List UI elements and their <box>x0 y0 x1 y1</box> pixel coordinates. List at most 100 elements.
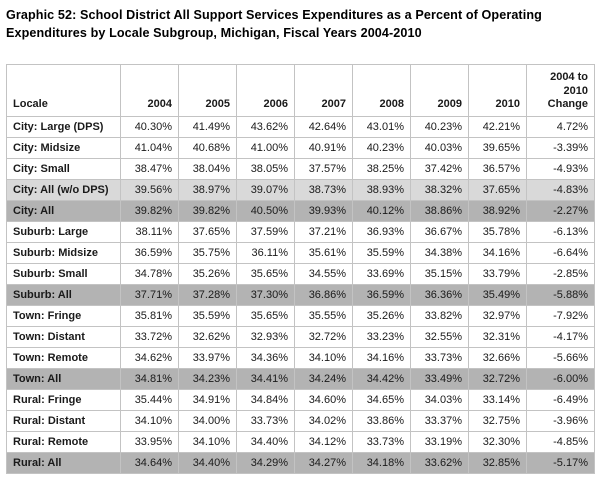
value-cell: 34.60% <box>294 389 353 411</box>
value-cell: 33.62% <box>410 452 469 474</box>
column-header-2006: 2006 <box>236 63 295 118</box>
value-cell: -4.83% <box>526 179 595 201</box>
table-row: Rural: Distant 34.10% 34.00% 33.73% 34.02% 33… <box>6 410 595 432</box>
value-cell: 33.73% <box>352 431 411 453</box>
locale-cell: Rural: All <box>6 452 121 474</box>
value-cell: 36.59% <box>352 284 411 306</box>
value-cell: 36.59% <box>120 242 179 264</box>
value-cell: 32.62% <box>178 326 237 348</box>
table-row: Town: All 34.81% 34.23% 34.41% 34.24% 34.42% 3… <box>6 368 595 390</box>
value-cell: 34.02% <box>294 410 353 432</box>
locale-cell: City: Small <box>6 158 121 180</box>
value-cell: 38.47% <box>120 158 179 180</box>
value-cell: 40.91% <box>294 137 353 159</box>
value-cell: 41.00% <box>236 137 295 159</box>
locale-cell: Town: Fringe <box>6 305 121 327</box>
value-cell: 33.23% <box>352 326 411 348</box>
value-cell: 39.65% <box>468 137 527 159</box>
value-cell: -3.96% <box>526 410 595 432</box>
column-header-2007: 2007 <box>294 63 353 118</box>
locale-cell: Suburb: Midsize <box>6 242 121 264</box>
value-cell: 37.30% <box>236 284 295 306</box>
value-cell: 36.36% <box>410 284 469 306</box>
locale-cell: City: All <box>6 200 121 222</box>
value-cell: 37.65% <box>178 221 237 243</box>
value-cell: 32.97% <box>468 305 527 327</box>
locale-cell: Suburb: Large <box>6 221 121 243</box>
value-cell: 37.71% <box>120 284 179 306</box>
value-cell: 38.97% <box>178 179 237 201</box>
value-cell: 34.10% <box>120 410 179 432</box>
value-cell: 35.59% <box>178 305 237 327</box>
value-cell: -2.85% <box>526 263 595 285</box>
value-cell: 32.31% <box>468 326 527 348</box>
table-row: Town: Distant 33.72% 32.62% 32.93% 32.72% 33.… <box>6 326 595 348</box>
value-cell: 34.18% <box>352 452 411 474</box>
value-cell: 39.93% <box>294 200 353 222</box>
value-cell: 40.30% <box>120 116 179 138</box>
value-cell: 37.21% <box>294 221 353 243</box>
expenditure-table: Locale 2004 2005 2006 2007 2008 2009 2010 2004 t… <box>6 63 595 474</box>
value-cell: 34.00% <box>178 410 237 432</box>
column-header-locale: Locale <box>6 63 121 118</box>
value-cell: 40.12% <box>352 200 411 222</box>
value-cell: 42.64% <box>294 116 353 138</box>
value-cell: 41.49% <box>178 116 237 138</box>
value-cell: 35.55% <box>294 305 353 327</box>
value-cell: 40.68% <box>178 137 237 159</box>
value-cell: 34.16% <box>468 242 527 264</box>
value-cell: 34.10% <box>294 347 353 369</box>
value-cell: 34.91% <box>178 389 237 411</box>
column-header-2004-to-2010-change: 2004 to 2010 Change <box>526 63 595 118</box>
locale-cell: Suburb: Small <box>6 263 121 285</box>
value-cell: 34.38% <box>410 242 469 264</box>
table-row: Rural: Remote 33.95% 34.10% 34.40% 34.12% 33.… <box>6 431 595 453</box>
table-row: Rural: Fringe 35.44% 34.91% 34.84% 34.60% 34.… <box>6 389 595 411</box>
value-cell: 32.72% <box>468 368 527 390</box>
value-cell: 35.44% <box>120 389 179 411</box>
locale-cell: Town: Distant <box>6 326 121 348</box>
value-cell: 35.75% <box>178 242 237 264</box>
value-cell: 35.59% <box>352 242 411 264</box>
value-cell: 35.15% <box>410 263 469 285</box>
value-cell: -5.17% <box>526 452 595 474</box>
value-cell: 37.57% <box>294 158 353 180</box>
value-cell: 36.86% <box>294 284 353 306</box>
value-cell: 37.59% <box>236 221 295 243</box>
value-cell: 39.56% <box>120 179 179 201</box>
table-row: City: All (w/o DPS) 39.56% 38.97% 39.07% 38.… <box>6 179 595 201</box>
value-cell: 32.93% <box>236 326 295 348</box>
value-cell: 37.42% <box>410 158 469 180</box>
value-cell: 34.84% <box>236 389 295 411</box>
value-cell: 38.93% <box>352 179 411 201</box>
locale-cell: Rural: Distant <box>6 410 121 432</box>
value-cell: 43.62% <box>236 116 295 138</box>
table-title: Graphic 52: School District All Support … <box>6 8 542 40</box>
value-cell: 38.92% <box>468 200 527 222</box>
value-cell: 38.32% <box>410 179 469 201</box>
table-row: Rural: All 34.64% 34.40% 34.29% 34.27% 34.18%… <box>6 452 595 474</box>
value-cell: 34.65% <box>352 389 411 411</box>
value-cell: 33.19% <box>410 431 469 453</box>
value-cell: -6.64% <box>526 242 595 264</box>
value-cell: 33.72% <box>120 326 179 348</box>
table-row: City: All 39.82% 39.82% 40.50% 39.93% 40.12% 3… <box>6 200 595 222</box>
value-cell: 39.82% <box>120 200 179 222</box>
value-cell: 40.23% <box>352 137 411 159</box>
value-cell: 33.79% <box>468 263 527 285</box>
table-row: Town: Fringe 35.81% 35.59% 35.65% 35.55% 35.2… <box>6 305 595 327</box>
value-cell: 38.11% <box>120 221 179 243</box>
value-cell: 35.26% <box>352 305 411 327</box>
value-cell: 34.42% <box>352 368 411 390</box>
value-cell: 36.57% <box>468 158 527 180</box>
value-cell: 32.66% <box>468 347 527 369</box>
locale-cell: Town: Remote <box>6 347 121 369</box>
value-cell: 34.78% <box>120 263 179 285</box>
value-cell: 38.05% <box>236 158 295 180</box>
value-cell: 32.75% <box>468 410 527 432</box>
value-cell: 33.73% <box>410 347 469 369</box>
value-cell: 4.72% <box>526 116 595 138</box>
value-cell: -6.49% <box>526 389 595 411</box>
value-cell: 38.04% <box>178 158 237 180</box>
